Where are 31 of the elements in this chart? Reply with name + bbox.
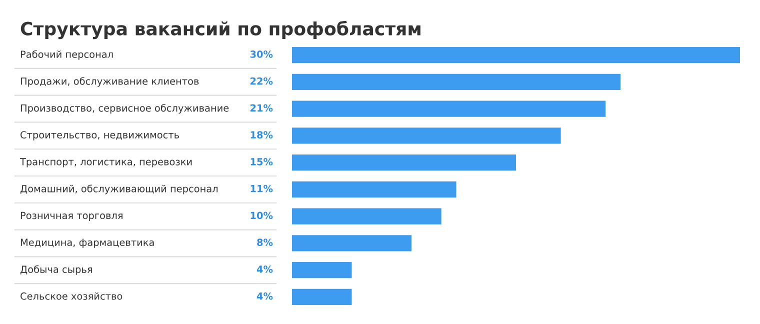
bar (292, 288, 352, 306)
bar (292, 181, 456, 198)
bar (292, 46, 740, 64)
bar (292, 262, 352, 278)
bar (292, 208, 442, 224)
y-tick-label: Продажи, обслуживание клиентов (20, 77, 199, 87)
data-label: 4% (256, 292, 273, 300)
y-tick-label: Сельское хозяйство (20, 292, 122, 300)
y-tick-label: Медицина, фармацевтика (20, 238, 154, 248)
y-tick-label: Домашний, обслуживающий персонал (20, 184, 218, 194)
data-label: 15% (250, 158, 273, 166)
chart-title: Структура вакансий по профобластям (20, 20, 420, 40)
data-label: 18% (250, 131, 273, 138)
data-label: 22% (250, 77, 273, 85)
y-tick-label: Розничная торговля (20, 212, 122, 222)
y-tick-label: Рабочий персонал (20, 50, 113, 60)
data-label: 4% (256, 266, 273, 273)
data-label: 10% (250, 212, 273, 220)
y-tick-label: Производство, сервисное обслуживание (20, 104, 229, 114)
bar (292, 154, 516, 171)
bar (292, 128, 561, 144)
bar (292, 74, 621, 90)
bar (292, 235, 412, 252)
data-label: 11% (250, 184, 273, 192)
y-tick-label: Строительство, недвижимость (20, 131, 179, 140)
data-label: 8% (257, 238, 273, 246)
data-label: 21% (250, 104, 273, 112)
y-tick-label: Транспорт, логистика, перевозки (20, 158, 192, 168)
data-label: 30% (250, 50, 273, 58)
bar (292, 100, 606, 117)
y-tick-label: Добыча сырья (20, 265, 92, 275)
